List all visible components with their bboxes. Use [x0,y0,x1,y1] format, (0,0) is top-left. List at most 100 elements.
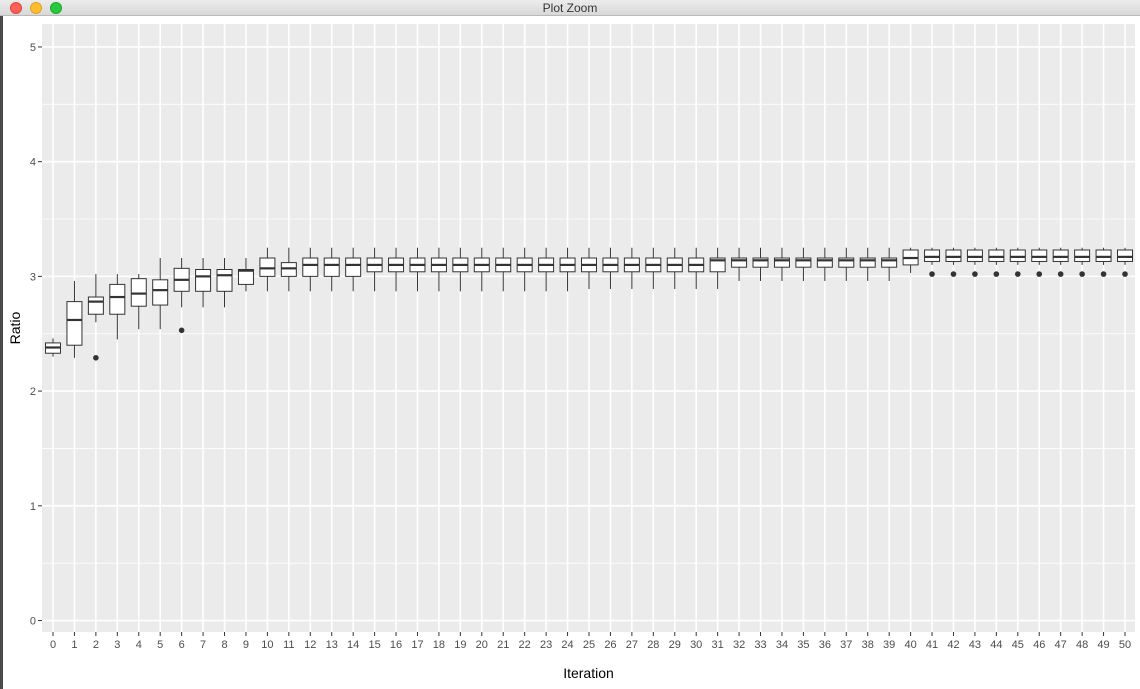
x-tick-label: 0 [50,639,56,651]
x-tick-label: 3 [114,639,120,651]
x-tick-label: 40 [904,639,916,651]
box-39 [881,247,898,281]
x-tick-label: 4 [136,639,142,651]
x-tick-label: 29 [669,639,681,651]
box-7 [195,258,212,308]
x-tick-label: 48 [1076,639,1088,651]
x-tick-label: 42 [947,639,959,651]
box-41 [924,247,941,277]
box-8 [216,258,233,308]
x-tick-label: 45 [1012,639,1024,651]
box-29 [666,247,683,289]
box-32 [731,247,748,281]
box-4 [130,274,147,330]
x-tick-label: 43 [969,639,981,651]
x-tick-label: 27 [626,639,638,651]
box-45 [1009,247,1026,277]
box-28 [645,247,662,289]
box-38 [859,247,876,281]
box-6 [173,258,190,334]
y-tick-label: 1 [30,501,36,513]
box-0 [45,338,61,357]
box-37 [838,247,855,281]
x-tick-label: 36 [819,639,831,651]
box-body [66,301,83,346]
box-body [1031,249,1048,262]
zoom-window-button[interactable] [50,2,62,14]
x-tick-label: 41 [926,639,938,651]
box-body [859,257,876,268]
x-tick-label: 15 [368,639,380,651]
box-25 [581,247,597,289]
box-body [345,257,362,277]
box-47 [1052,247,1069,277]
outlier-point [178,327,185,334]
box-body [302,257,319,277]
close-window-button[interactable] [10,2,22,14]
x-tick-label: 34 [776,639,788,651]
box-12 [302,247,319,292]
y-tick-label: 2 [30,386,36,398]
box-49 [1095,247,1112,277]
box-body [1074,249,1091,262]
box-42 [945,247,962,277]
outlier-point [950,271,957,277]
x-tick-label: 12 [304,639,316,651]
x-tick-label: 9 [243,639,249,651]
x-tick-label: 32 [733,639,745,651]
window-title: Plot Zoom [542,1,598,15]
window-left-edge [0,16,3,689]
box-body [816,257,833,268]
minimize-window-button[interactable] [30,2,42,14]
box-body [152,279,169,306]
x-tick-label: 46 [1033,639,1045,651]
box-body [1095,249,1112,262]
outlier-point [1015,271,1021,277]
box-series [45,247,1133,361]
box-26 [602,247,619,289]
outlier-point [1036,271,1043,277]
box-body [109,283,126,315]
box-31 [709,247,726,289]
box-44 [988,247,1005,277]
box-body [773,257,790,268]
x-tick-label: 6 [179,639,185,651]
box-14 [345,247,362,292]
outlier-point [1079,271,1085,277]
box-body [795,257,812,268]
box-27 [623,247,640,289]
x-tick-label: 7 [200,639,206,651]
box-50 [1117,247,1133,277]
x-tick-label: 26 [604,639,616,651]
box-11 [280,247,297,292]
x-axis-title: Iteration [563,665,614,681]
window-titlebar: Plot Zoom [0,0,1140,16]
box-5 [152,258,169,330]
box-1 [66,280,83,358]
x-tick-label: 18 [433,639,445,651]
x-tick-label: 24 [561,639,573,651]
box-body [1009,249,1026,262]
x-tick-label: 39 [883,639,895,651]
x-tick-label: 14 [347,639,359,651]
box-body [1117,249,1133,262]
outlier-point [929,271,935,277]
box-46 [1031,247,1048,277]
box-36 [816,247,833,281]
box-body [988,249,1005,262]
y-axis: 0 1 2 3 4 5 [30,42,42,628]
x-tick-label: 19 [454,639,466,651]
box-43 [966,247,983,277]
x-tick-label: 20 [476,639,488,651]
box-19 [452,247,469,292]
box-3 [109,274,126,340]
x-tick-label: 25 [583,639,595,651]
box-body [195,268,212,292]
box-33 [752,247,769,281]
box-body [216,268,233,292]
box-body [87,296,104,315]
y-tick-label: 0 [30,616,36,628]
x-tick-label: 10 [261,639,273,651]
box-15 [366,247,383,292]
